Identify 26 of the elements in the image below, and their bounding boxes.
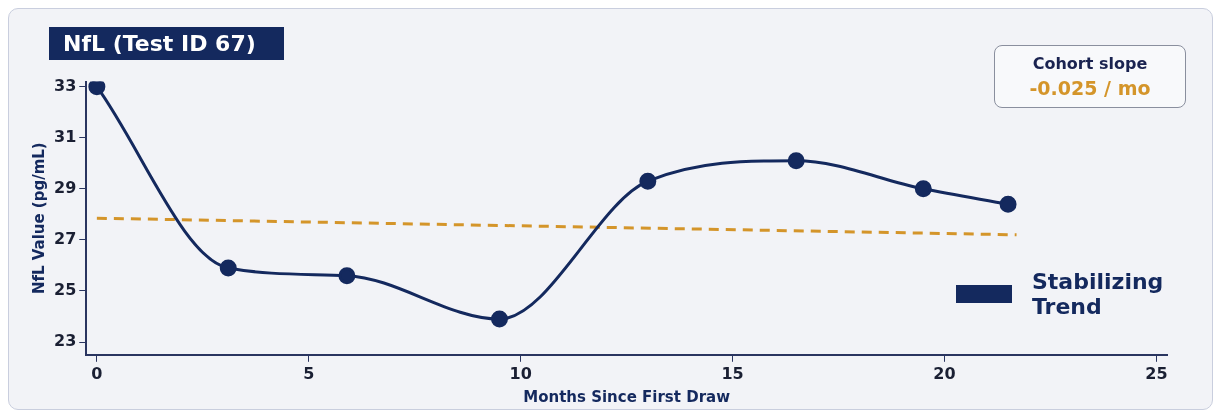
y-tick-label: 25 <box>54 280 77 300</box>
x-tick-label: 0 <box>91 363 103 383</box>
x-tick-label: 5 <box>303 363 315 383</box>
y-tick-label: 27 <box>54 229 77 249</box>
y-tick-label: 33 <box>54 75 77 95</box>
annotation: -0.025 / mo <box>1028 77 1152 99</box>
y-tick-label: 29 <box>54 177 77 197</box>
point <box>338 267 356 285</box>
y-axis-title: NfL Value (pg/mL) <box>29 142 48 295</box>
x-tick-label: 25 <box>1145 363 1168 383</box>
y-tick-label: 31 <box>54 126 77 146</box>
x-tick-label: 20 <box>933 363 956 383</box>
point <box>639 172 657 190</box>
x-tick-label: 15 <box>721 363 744 383</box>
chart-title: NfL (Test ID 67) <box>49 27 284 60</box>
y-tick-label: 23 <box>54 331 77 351</box>
x-axis-title: Months Since First Draw <box>523 387 731 406</box>
point <box>490 310 508 328</box>
point <box>88 81 106 96</box>
point <box>787 152 805 170</box>
note-box: Cohort slope -0.025 / mo <box>994 45 1186 108</box>
x-tick-label: 10 <box>509 363 532 383</box>
point <box>914 180 932 198</box>
legend-label: Stabilizing Trend <box>1032 269 1164 319</box>
point <box>219 259 237 277</box>
point <box>999 195 1017 213</box>
